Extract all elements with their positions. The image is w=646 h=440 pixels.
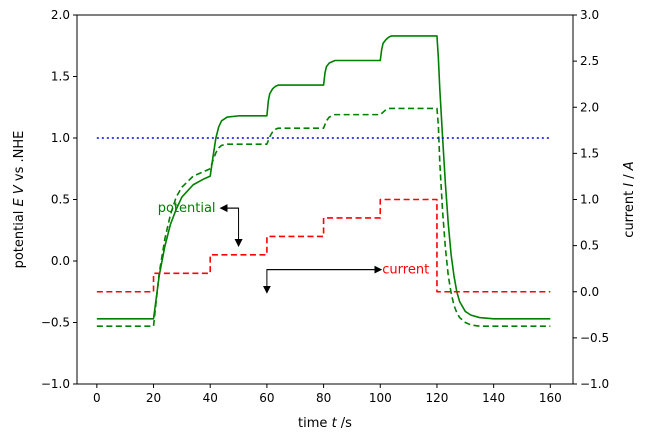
y-left-tick-label: 1.0 bbox=[51, 131, 70, 145]
x-tick-label: 140 bbox=[482, 391, 505, 405]
annotations: potential current bbox=[158, 201, 429, 294]
y-right-tick-label: 3.0 bbox=[580, 8, 599, 22]
y-left-tick-label: 1.5 bbox=[51, 70, 70, 84]
annotation-label-current: current bbox=[382, 263, 429, 278]
x-tick-label: 40 bbox=[203, 391, 218, 405]
y-right-tick-label: 2.0 bbox=[580, 100, 599, 114]
y-right-tick-label: −0.5 bbox=[580, 331, 609, 345]
x-tick-label: 160 bbox=[539, 391, 562, 405]
x-axis-label: time t /s bbox=[298, 416, 352, 431]
series-line-potential-solid-0 bbox=[96, 35, 551, 320]
y-right-tick-label: 0.5 bbox=[580, 239, 599, 253]
x-tick-label: 80 bbox=[316, 391, 331, 405]
y-right-tick-label: 1.0 bbox=[580, 193, 599, 207]
axes: 0 20 40 60 80 100 120 140 160 −1.0 −0.5 0.0 0.5 1.0 1.… bbox=[12, 8, 637, 431]
series-line-current-dashed-2 bbox=[96, 198, 551, 293]
y-right-axis-label: current I / A bbox=[622, 161, 637, 237]
y-right-tick-label: 1.5 bbox=[580, 146, 599, 160]
y-left-tick-label: −0.5 bbox=[41, 316, 70, 330]
y-left-tick-label: 2.0 bbox=[51, 8, 70, 22]
annotation-arrow-current bbox=[262, 269, 381, 294]
y-left-tick-label: 0.0 bbox=[51, 254, 70, 268]
series-line-potential-dashed-1 bbox=[96, 107, 551, 327]
y-left-axis-label: potential E V vs .NHE bbox=[12, 131, 27, 269]
y-right-tick-label: −1.0 bbox=[580, 377, 609, 391]
y-left-tick-label: 0.5 bbox=[51, 193, 70, 207]
plot-area bbox=[96, 35, 551, 327]
x-tick-label: 0 bbox=[93, 391, 101, 405]
annotation-label-potential: potential bbox=[158, 201, 216, 216]
y-right-tick-label: 0.0 bbox=[580, 285, 599, 299]
x-tick-label: 20 bbox=[146, 391, 161, 405]
x-tick-label: 100 bbox=[369, 391, 392, 405]
annotation-arrow-potential bbox=[221, 207, 243, 248]
x-tick-label: 120 bbox=[426, 391, 449, 405]
x-tick-label: 60 bbox=[259, 391, 274, 405]
y-left-tick-label: −1.0 bbox=[41, 377, 70, 391]
y-right-tick-label: 2.5 bbox=[580, 54, 599, 68]
